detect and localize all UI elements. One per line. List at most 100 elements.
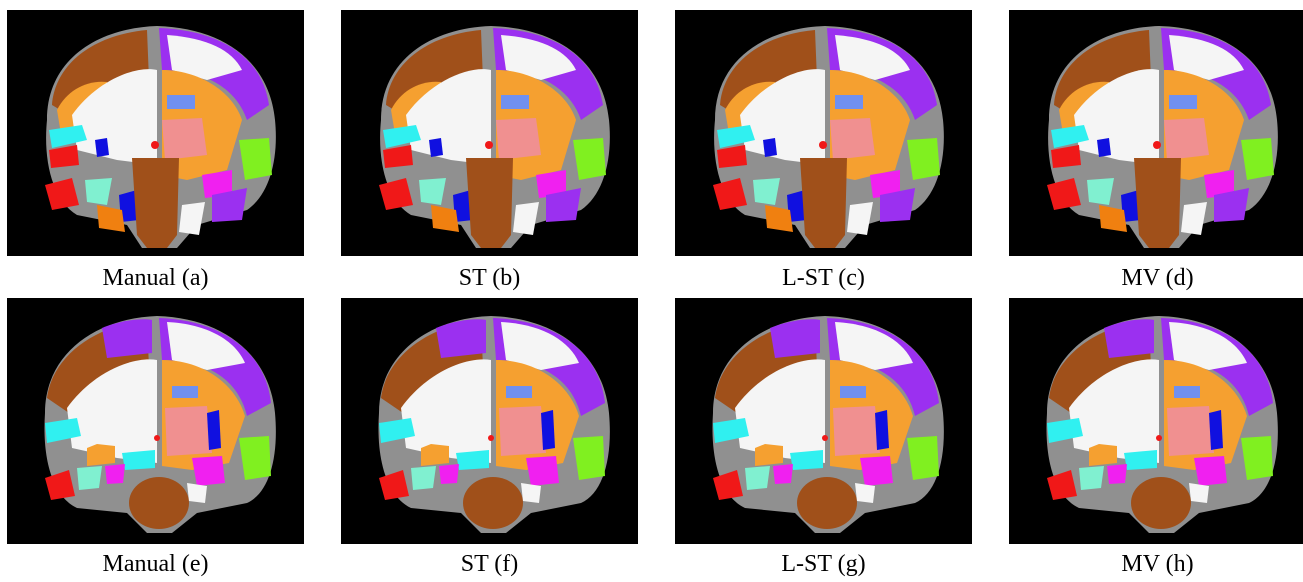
- region-magenta: [192, 456, 225, 486]
- region-purple-low: [1214, 188, 1249, 222]
- region-darkorange: [97, 205, 125, 232]
- caption-a: Manual (a): [102, 265, 209, 291]
- region-white-low: [847, 202, 873, 235]
- region-magenta: [202, 170, 232, 198]
- region-magenta-left: [773, 464, 793, 484]
- region-red-mid: [1051, 145, 1081, 168]
- region-blue: [541, 410, 555, 450]
- region-red-dot: [1156, 435, 1162, 441]
- region-aquamarine: [411, 466, 436, 490]
- brain-segmentation-image-h: [1046, 316, 1278, 533]
- region-red-dot: [488, 435, 494, 441]
- caption-g: L-ST (g): [781, 551, 866, 577]
- region-red-dot: [819, 141, 827, 149]
- brain-segmentation-image-c: [713, 26, 944, 248]
- region-pink: [499, 406, 546, 456]
- region-magenta: [1194, 456, 1227, 486]
- region-purple-low: [546, 188, 581, 222]
- region-magenta: [526, 456, 559, 486]
- caption-e: Manual (e): [102, 551, 209, 577]
- region-cyan-center: [790, 450, 823, 470]
- region-white-center: [72, 69, 157, 165]
- region-red-mid: [49, 145, 79, 168]
- region-blue: [207, 410, 221, 450]
- region-blue: [1209, 410, 1223, 450]
- region-red-low: [379, 470, 409, 500]
- region-blue: [95, 138, 109, 157]
- region-red-dot: [1153, 141, 1161, 149]
- brain-segmentation-image-g: [712, 316, 944, 533]
- region-red-dot: [485, 141, 493, 149]
- region-white-low: [179, 202, 205, 235]
- region-white-center: [740, 69, 825, 165]
- region-darkorange: [1099, 205, 1127, 232]
- region-cyan-center: [456, 450, 489, 470]
- segmentation-panel-f: [341, 298, 638, 544]
- segmentation-panel-c: [675, 10, 972, 256]
- region-brainstem: [800, 158, 847, 248]
- region-cyan: [45, 418, 81, 443]
- region-blue-low: [119, 190, 139, 222]
- region-cyan: [1047, 418, 1083, 443]
- region-purple-low: [212, 188, 247, 222]
- region-aquamarine: [745, 466, 770, 490]
- region-white-top: [1169, 322, 1247, 370]
- region-white-center: [67, 359, 157, 463]
- region-magenta-left: [1107, 464, 1127, 484]
- region-white-low: [513, 202, 539, 235]
- region-red-low: [45, 178, 79, 210]
- region-red-low: [713, 470, 743, 500]
- region-red-dot: [154, 435, 160, 441]
- region-white-center: [401, 359, 491, 463]
- region-blue-low: [1121, 190, 1141, 222]
- region-green: [573, 138, 606, 180]
- region-white-top: [501, 35, 576, 80]
- region-red-low: [379, 178, 413, 210]
- region-blue: [429, 138, 443, 157]
- region-white-top: [501, 322, 579, 370]
- region-white-low: [855, 483, 875, 503]
- caption-d: MV (d): [1121, 265, 1194, 291]
- brain-segmentation-image-f: [378, 316, 610, 533]
- segmentation-panel-d: [1009, 10, 1303, 256]
- region-pink: [1167, 406, 1214, 456]
- region-aquamarine: [85, 178, 112, 205]
- region-cyan: [713, 418, 749, 443]
- region-red-mid: [717, 145, 747, 168]
- region-blue: [1097, 138, 1111, 157]
- region-aquamarine: [1087, 178, 1114, 205]
- brain-segmentation-image-d: [1047, 26, 1278, 248]
- region-purple-top: [102, 319, 152, 358]
- region-magenta: [1204, 170, 1234, 198]
- region-green: [239, 138, 272, 180]
- region-green: [1241, 138, 1274, 180]
- segmentation-panel-e: [7, 298, 304, 544]
- region-magenta: [870, 170, 900, 198]
- region-white-center: [1069, 359, 1159, 463]
- region-white-low: [187, 483, 207, 503]
- region-pink: [830, 118, 875, 160]
- region-red-low: [1047, 470, 1077, 500]
- region-white-top: [167, 35, 242, 80]
- region-orange-left: [421, 444, 449, 466]
- region-magenta: [536, 170, 566, 198]
- region-purple-top: [770, 319, 820, 358]
- region-red-low: [1047, 178, 1081, 210]
- caption-b: ST (b): [458, 265, 521, 291]
- region-red-dot: [822, 435, 828, 441]
- segmentation-panel-a: [7, 10, 304, 256]
- region-blue: [875, 410, 889, 450]
- region-cerebellum: [1131, 477, 1191, 529]
- region-lightblue: [1169, 95, 1197, 109]
- region-cyan: [717, 125, 755, 148]
- region-red-mid: [383, 145, 413, 168]
- region-darkorange: [765, 205, 793, 232]
- region-white-center: [735, 359, 825, 463]
- region-purple-top: [436, 319, 486, 358]
- region-cyan-center: [122, 450, 155, 470]
- region-aquamarine: [77, 466, 102, 490]
- caption-h: MV (h): [1121, 551, 1194, 577]
- caption-f: ST (f): [460, 551, 519, 577]
- region-red-dot: [151, 141, 159, 149]
- region-aquamarine: [419, 178, 446, 205]
